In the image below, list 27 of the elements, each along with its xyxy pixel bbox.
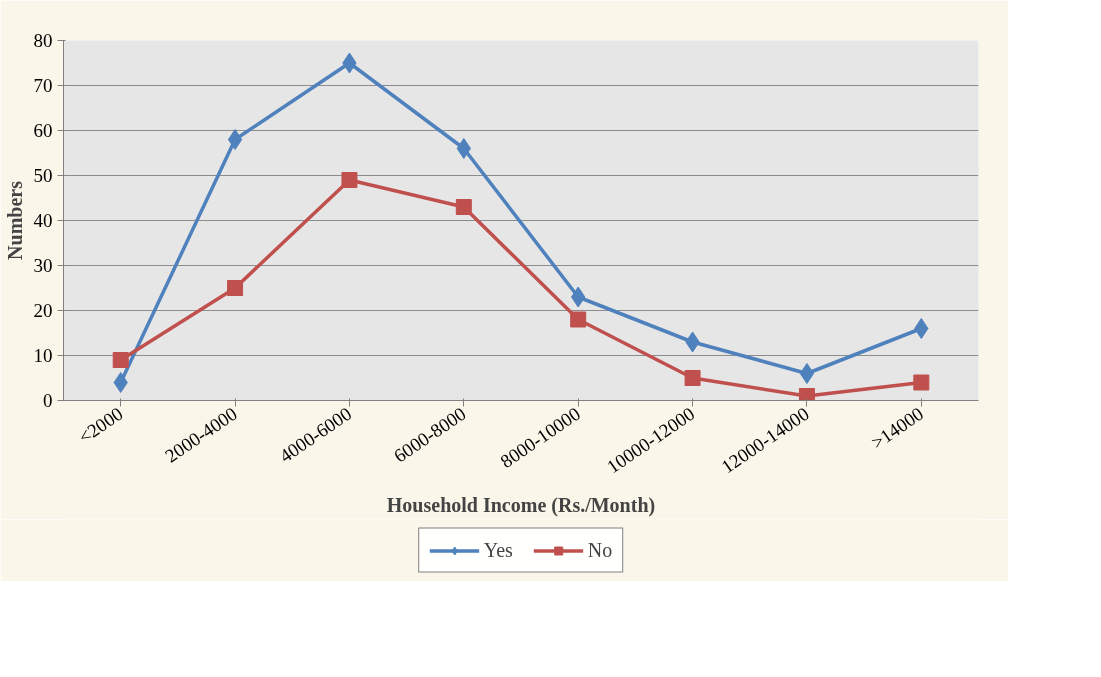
y-tick-label: 10 xyxy=(33,345,53,366)
y-tick-label: 70 xyxy=(33,75,53,96)
y-tick-label: 0 xyxy=(43,390,53,411)
y-axis-title: Numbers xyxy=(3,180,26,260)
point xyxy=(684,370,701,386)
x-tick-label: <2000 xyxy=(74,402,127,448)
point xyxy=(455,199,472,215)
point xyxy=(113,372,128,393)
y-tick-label: 80 xyxy=(33,30,53,51)
point xyxy=(913,374,930,391)
point xyxy=(914,318,929,339)
point xyxy=(570,311,587,328)
point xyxy=(112,352,129,368)
point xyxy=(798,388,815,401)
x-axis-title: Household Income (Rs./Month) xyxy=(386,494,656,518)
point xyxy=(456,138,471,159)
y-tick-label: 40 xyxy=(33,210,53,231)
y-tick-label: 50 xyxy=(33,165,53,186)
point xyxy=(227,129,243,150)
y-tick-label: 20 xyxy=(33,300,53,321)
point xyxy=(341,172,358,188)
legend-label: No xyxy=(587,538,613,562)
point xyxy=(227,280,244,296)
y-tick-label: 60 xyxy=(33,120,53,141)
y-tick-label: 30 xyxy=(33,255,53,276)
point xyxy=(799,363,815,384)
legend-label: Yes xyxy=(483,538,513,562)
